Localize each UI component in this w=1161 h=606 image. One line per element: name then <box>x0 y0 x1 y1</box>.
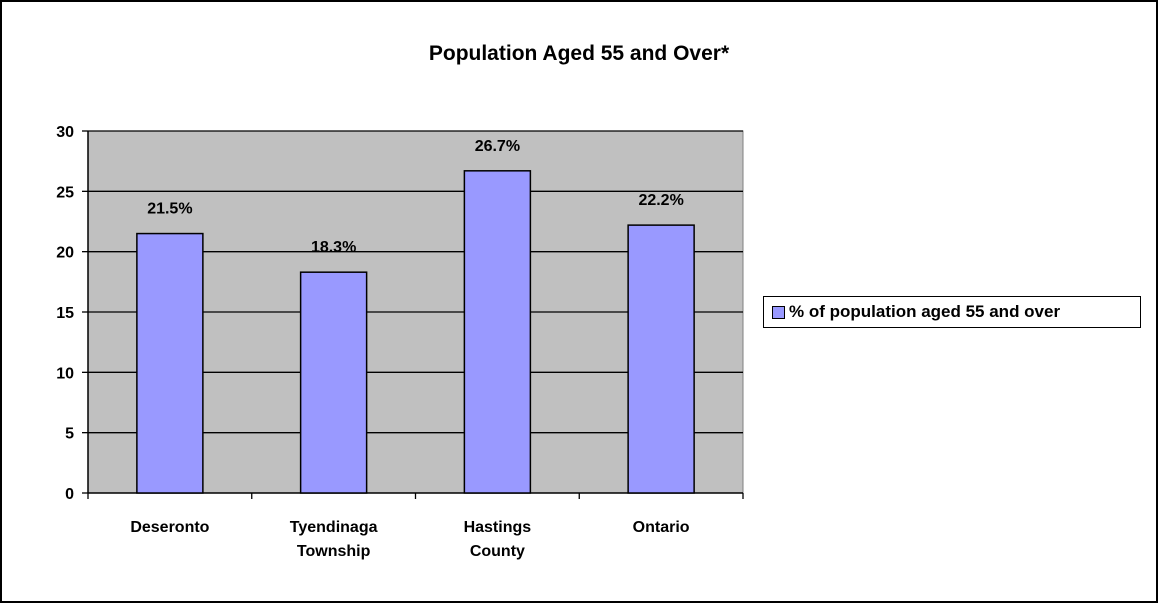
data-label: 21.5% <box>147 201 192 218</box>
y-tick-label: 30 <box>56 124 74 141</box>
data-label: 26.7% <box>475 138 520 155</box>
legend: % of population aged 55 and over <box>763 296 1141 328</box>
bar <box>299 271 368 494</box>
y-tick-label: 0 <box>65 486 74 503</box>
x-tick-label: Deseronto <box>130 519 209 536</box>
x-tick-label: Tyendinaga Township <box>290 519 378 560</box>
y-tick-label: 10 <box>56 365 74 382</box>
chart-title: Population Aged 55 and Over* <box>428 42 730 65</box>
y-tick-label: 25 <box>56 184 74 201</box>
x-tick-label: Ontario <box>633 519 690 536</box>
legend-swatch <box>772 305 785 319</box>
y-tick-label: 5 <box>65 426 74 443</box>
bar <box>136 232 204 494</box>
bar <box>627 224 695 494</box>
legend-label: % of population aged 55 and over <box>789 302 1061 321</box>
data-label: 18.3% <box>311 239 356 256</box>
x-tick-label: Hastings County <box>464 519 532 560</box>
bar <box>463 170 532 494</box>
y-tick-label: 15 <box>56 305 74 322</box>
y-tick-label: 20 <box>56 245 74 262</box>
data-label: 22.2% <box>638 192 683 209</box>
